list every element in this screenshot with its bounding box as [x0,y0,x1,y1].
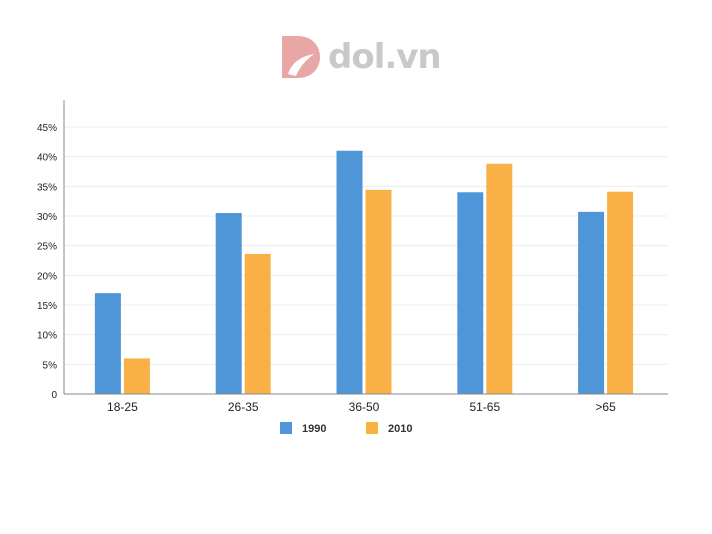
bar-1990-26-35 [215,213,242,394]
brand-logo: dol.vn [280,34,442,80]
legend-label-1990: 1990 [302,423,326,435]
bar-2010-36-50 [365,189,392,394]
x-tick-label: 18-25 [107,400,138,414]
y-tick-label: 40% [37,153,57,164]
x-tick-label: 36-50 [349,400,380,414]
y-tick-label: 35% [37,182,57,193]
logo-text: dol.vn [328,37,442,77]
x-tick-label: 26-35 [228,400,259,414]
bar-2010->65 [607,191,634,394]
x-tick-label: 51-65 [469,400,500,414]
bar-2010-51-65 [486,163,513,394]
y-tick-label: 45% [37,123,57,134]
y-tick-label: 30% [37,212,57,223]
x-tick-label: >65 [595,400,616,414]
y-tick-label: 20% [37,271,57,282]
bar-2010-18-25 [123,358,150,394]
bar-1990-18-25 [94,293,121,394]
y-tick-label: 25% [37,242,57,253]
legend-swatch-2010 [366,422,378,434]
legend-label-2010: 2010 [388,423,412,435]
bar-1990-36-50 [336,150,363,394]
x-axis-ticks: 18-25 26-35 36-50 51-65 >65 [107,400,616,414]
y-tick-label: 5% [43,360,58,371]
legend: 1990 2010 [280,422,412,435]
y-tick-label: 15% [37,301,57,312]
y-tick-label: 0 [51,390,57,401]
legend-swatch-1990 [280,422,292,434]
y-tick-label: 10% [37,331,57,342]
logo-mark-icon [282,36,320,78]
bars [94,150,634,394]
bar-2010-26-35 [244,253,271,394]
y-axis-ticks: 0 5% 10% 15% 20% 25% 30% 35% 40% 45% [37,123,57,401]
bar-1990->65 [578,211,605,394]
bar-1990-51-65 [457,192,484,394]
